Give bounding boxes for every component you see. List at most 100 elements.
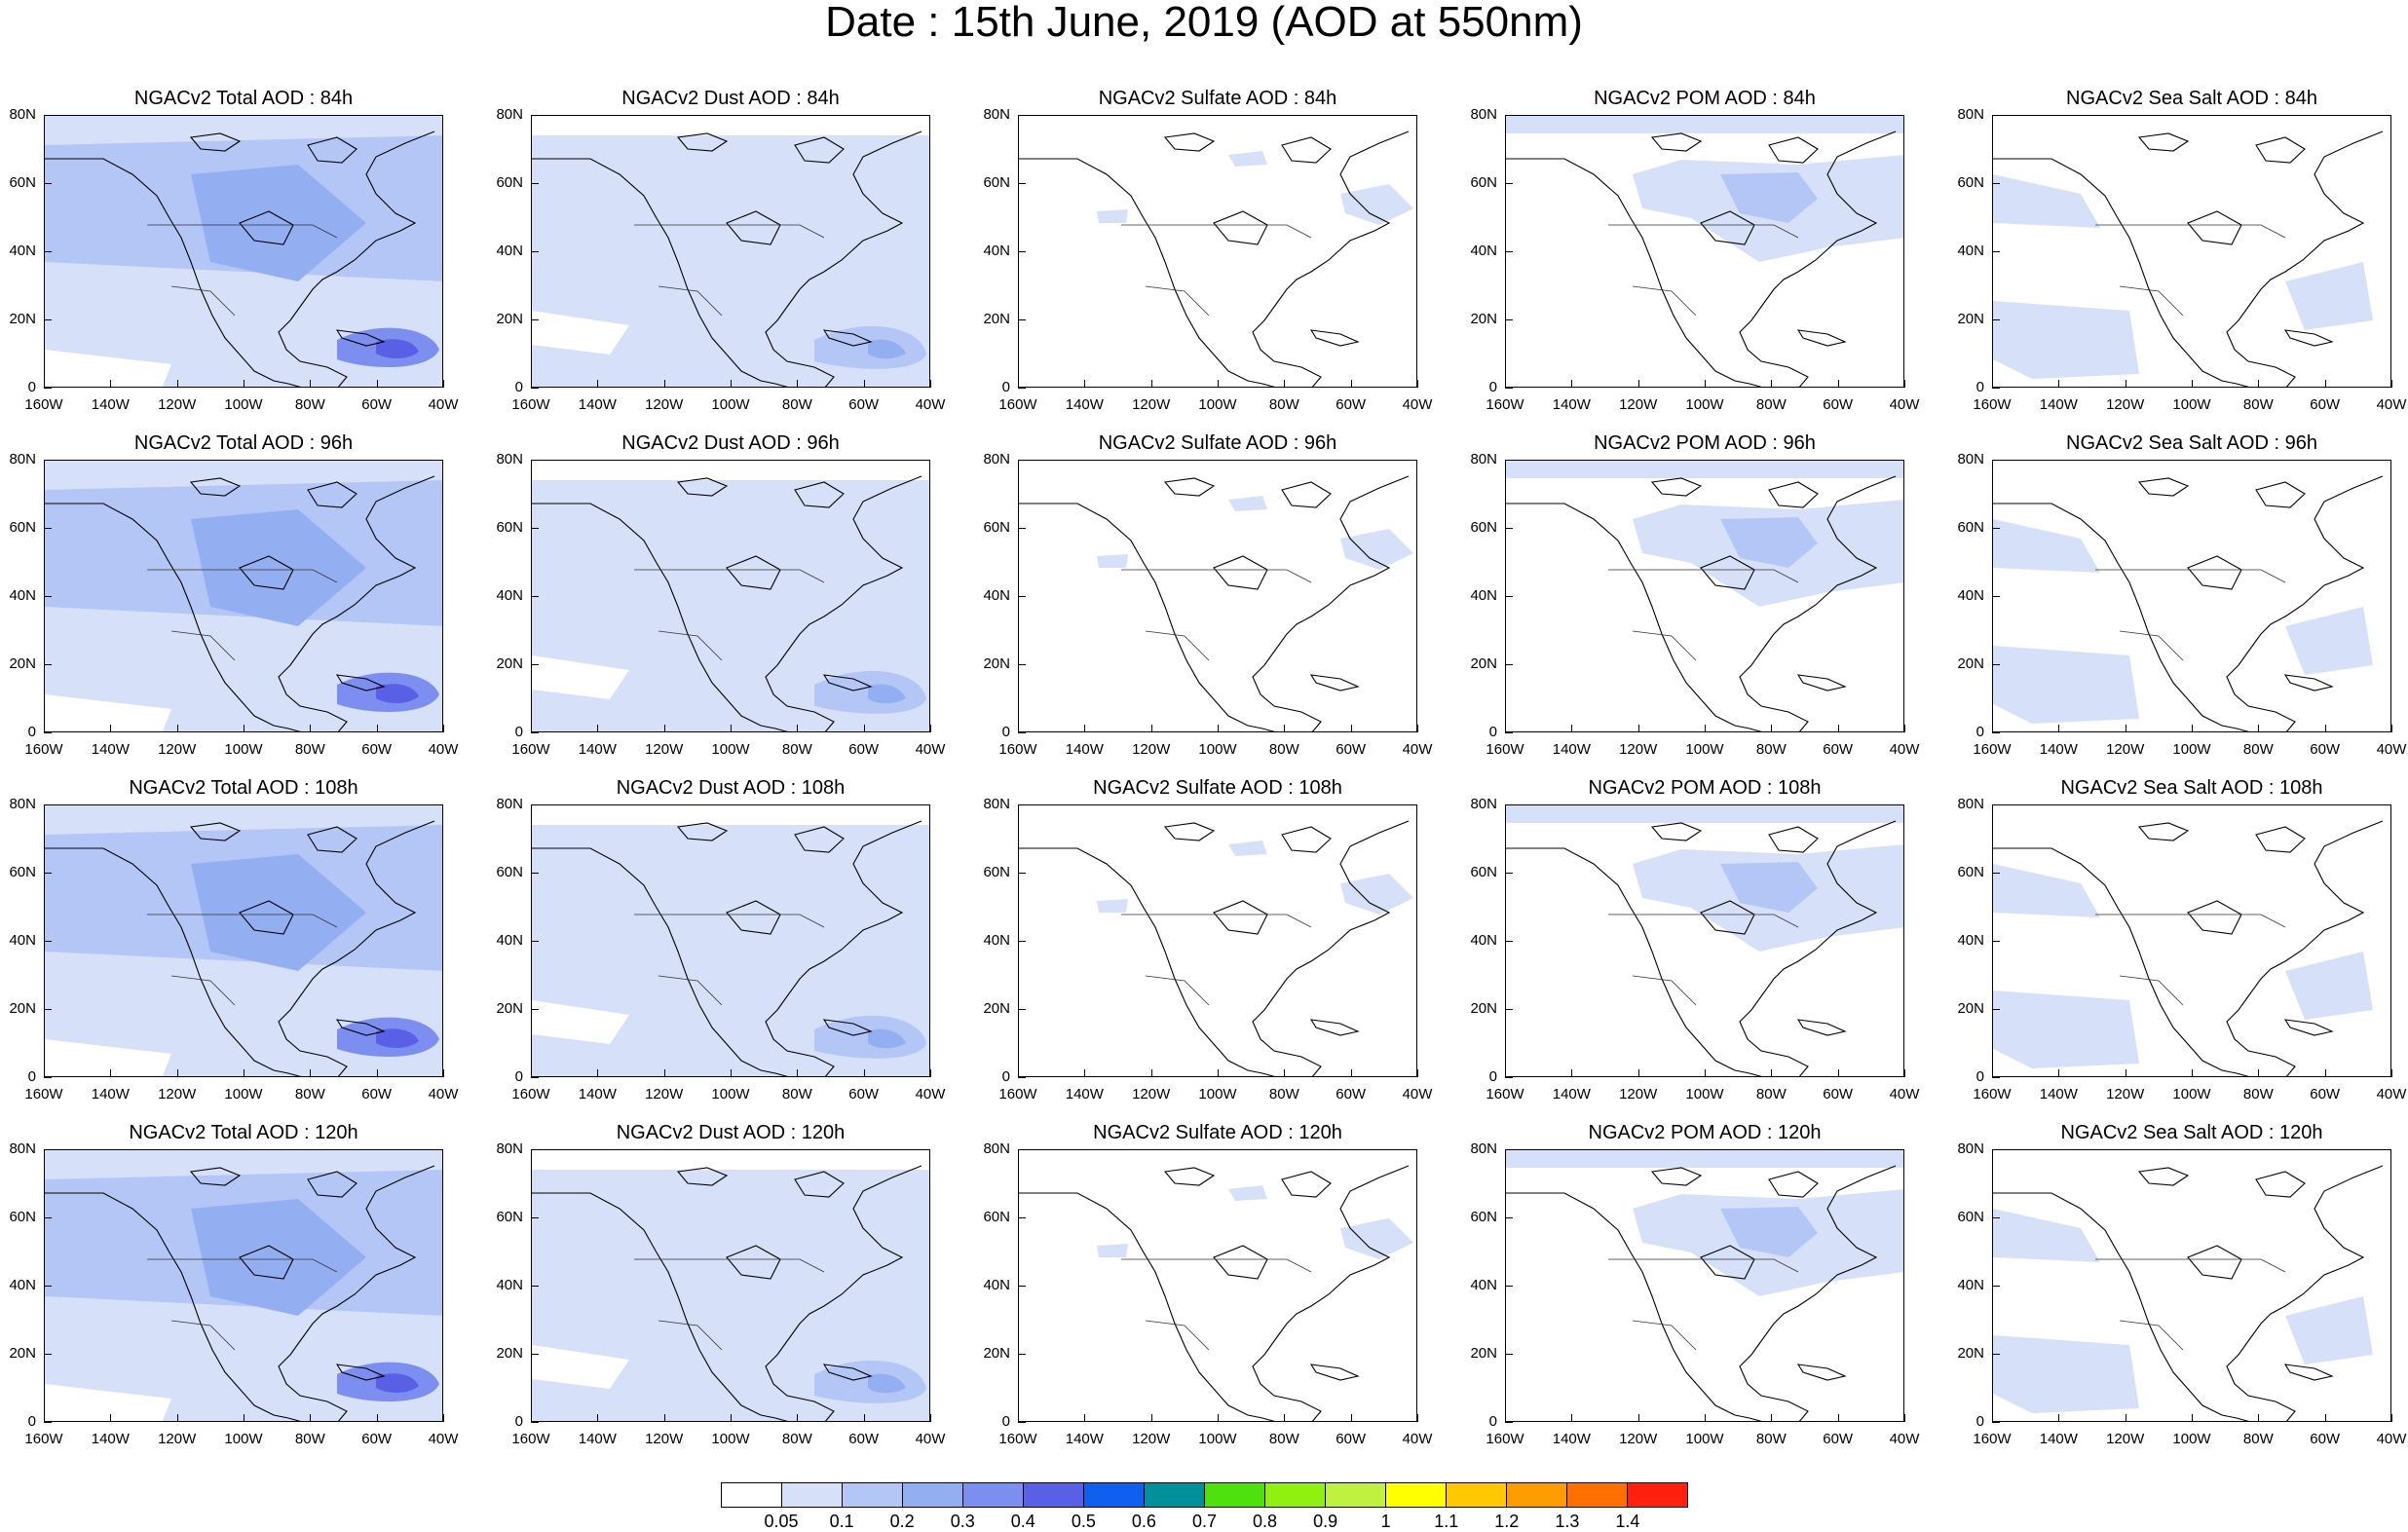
longitude-tick-label: 60W [2310, 1431, 2341, 1447]
colorbar-swatch [1326, 1483, 1386, 1507]
coastline [1506, 1165, 1897, 1421]
longitude-tick-label: 160W [1973, 1431, 2012, 1447]
longitude-tick-label: 40W [1889, 741, 1920, 758]
aod-shading [532, 135, 929, 387]
latitude-tick [531, 1149, 539, 1150]
latitude-tick [1505, 1286, 1513, 1287]
latitude-tick-label: 40N [1470, 1277, 1497, 1293]
latitude-tick-label: 0 [1975, 724, 1984, 740]
latitude-tick-label: 40N [983, 1277, 1010, 1293]
latitude-tick-label: 40N [1470, 243, 1497, 259]
longitude-tick [1218, 725, 1219, 732]
longitude-tick [1218, 1069, 1219, 1077]
longitude-tick [1284, 1069, 1286, 1077]
latitude-tick-label: 60N [983, 864, 1010, 880]
longitude-tick-label: 160W [1973, 1086, 2012, 1102]
latitude-tick [1992, 115, 2000, 116]
latitude-tick [1992, 319, 2000, 320]
latitude-tick-label: 80N [496, 451, 523, 467]
colorbar-tick-label: 0.3 [950, 1512, 975, 1531]
latitude-tick-label: 0 [1488, 1413, 1497, 1430]
longitude-tick [2058, 380, 2060, 388]
aod-map-panel [531, 460, 930, 732]
latitude-tick [44, 596, 52, 597]
longitude-tick [1571, 380, 1573, 388]
aod-shading [532, 480, 929, 731]
longitude-tick-label: 40W [1402, 396, 1433, 413]
longitude-tick-label: 60W [361, 1086, 393, 1102]
coastline [1506, 131, 1897, 387]
latitude-tick [44, 251, 52, 252]
latitude-tick-label: 60N [9, 519, 36, 536]
latitude-tick-label: 20N [496, 1000, 523, 1017]
map-canvas [532, 1165, 929, 1421]
latitude-tick [44, 460, 52, 461]
longitude-tick [1350, 380, 1352, 388]
longitude-tick-label: 80W [294, 1086, 325, 1102]
longitude-tick-label: 60W [2310, 1086, 2341, 1102]
country-border [1121, 224, 1312, 317]
longitude-tick [1084, 725, 1086, 732]
longitude-tick-label: 140W [91, 741, 130, 758]
latitude-tick [1992, 732, 2000, 733]
longitude-tick-label: 80W [781, 1431, 812, 1447]
latitude-tick-label: 60N [9, 174, 36, 191]
longitude-tick-label: 160W [998, 1086, 1037, 1102]
colorbar-tick-label: 0.1 [829, 1512, 854, 1531]
longitude-tick-label: 80W [294, 1431, 325, 1447]
longitude-tick-label: 60W [2310, 396, 2341, 413]
latitude-tick-label: 20N [1957, 311, 1984, 327]
latitude-tick [44, 1077, 52, 1078]
longitude-tick [244, 1069, 245, 1077]
aod-shading [45, 1384, 171, 1421]
longitude-tick [1084, 380, 1086, 388]
latitude-tick-label: 80N [1470, 106, 1497, 123]
longitude-tick [1705, 1069, 1706, 1077]
longitude-tick [2258, 1069, 2260, 1077]
longitude-tick-label: 60W [2310, 741, 2341, 758]
map-canvas [1019, 131, 1413, 387]
aod-shading [1506, 116, 1903, 133]
map-canvas [1993, 820, 2384, 1076]
latitude-tick-label: 80N [983, 451, 1010, 467]
longitude-tick-label: 160W [24, 396, 63, 413]
longitude-tick-label: 80W [1755, 396, 1787, 413]
panel-title: NGACv2 Sea Salt AOD : 84h [2066, 88, 2317, 109]
longitude-tick-label: 40W [915, 1431, 946, 1447]
longitude-tick-label: 100W [711, 1431, 750, 1447]
aod-shading [1228, 496, 1267, 511]
longitude-tick-label: 140W [91, 1086, 130, 1102]
latitude-tick [44, 319, 52, 320]
latitude-tick-label: 20N [496, 311, 523, 327]
latitude-tick-label: 40N [1957, 1277, 1984, 1293]
longitude-tick-label: 160W [998, 396, 1037, 413]
latitude-tick [1505, 804, 1513, 805]
latitude-tick-label: 80N [1957, 796, 1984, 812]
longitude-tick-label: 100W [1685, 741, 1724, 758]
country-border [1121, 914, 1312, 1006]
map-canvas [45, 1150, 442, 1421]
latitude-tick-label: 80N [983, 796, 1010, 812]
latitude-tick [531, 873, 539, 874]
latitude-tick-label: 20N [9, 311, 36, 327]
longitude-tick-label: 80W [1268, 741, 1299, 758]
aod-map-panel [1992, 115, 2391, 388]
longitude-tick [176, 725, 178, 732]
country-border [1608, 569, 1799, 661]
country-border [2095, 224, 2286, 317]
longitude-tick [1084, 1069, 1086, 1077]
colorbar-tick-label: 1 [1380, 1512, 1391, 1531]
longitude-tick [731, 380, 732, 388]
longitude-tick-label: 80W [1755, 1431, 1787, 1447]
colorbar-swatch [1507, 1483, 1567, 1507]
longitude-tick [1571, 725, 1573, 732]
aod-shading [1506, 461, 1903, 478]
latitude-tick-label: 20N [496, 655, 523, 672]
longitude-tick [244, 725, 245, 732]
longitude-tick [443, 1069, 444, 1077]
longitude-tick-label: 40W [428, 741, 459, 758]
longitude-tick [663, 1069, 665, 1077]
longitude-tick [1284, 380, 1286, 388]
panel-title: NGACv2 Total AOD : 120h [129, 1122, 358, 1143]
longitude-tick-label: 100W [224, 741, 263, 758]
